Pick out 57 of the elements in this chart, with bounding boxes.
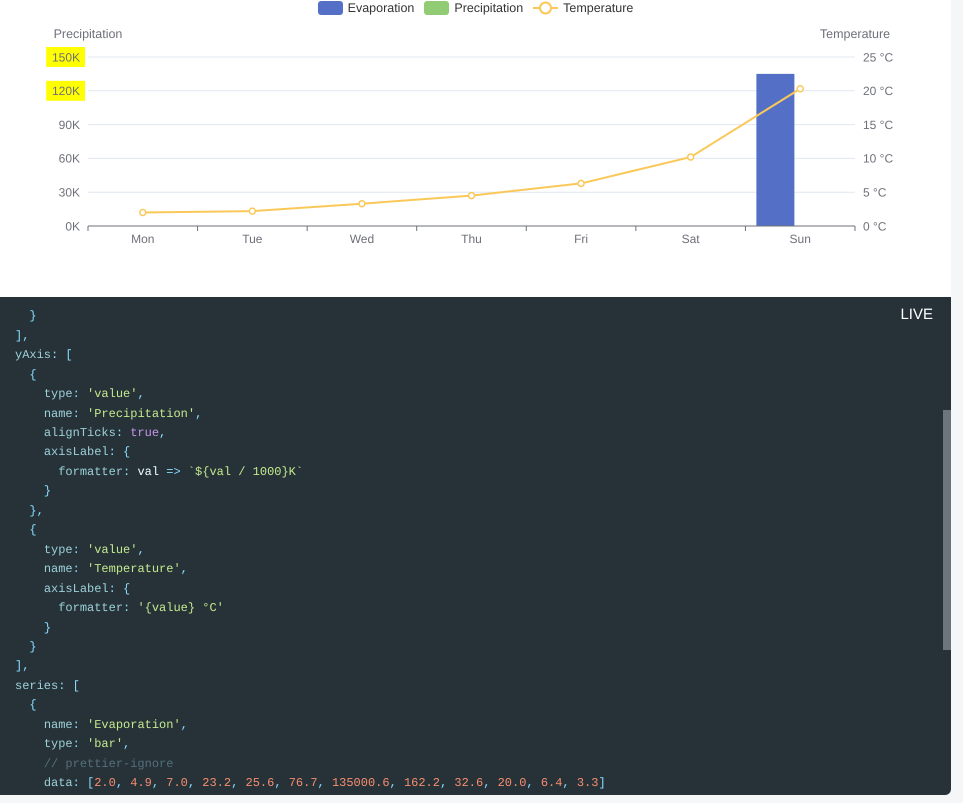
text: { xyxy=(29,523,37,538)
y2-tick-label: 25 °C xyxy=(863,50,894,64)
text: }, xyxy=(29,504,44,518)
legend-label: Precipitation xyxy=(454,1,524,15)
point xyxy=(796,85,804,93)
text: // prettier-ignore xyxy=(44,756,174,771)
y-tick-label: 90K xyxy=(58,118,80,132)
text: } xyxy=(29,309,37,324)
text: name: 'Temperature', xyxy=(44,562,188,576)
y-tick-label: 60K xyxy=(58,152,80,166)
y-axis-title: Precipitation xyxy=(52,26,124,42)
y2-tick-label: 5 °C xyxy=(863,185,887,200)
text: } xyxy=(44,484,52,498)
x-tick-label: Tue xyxy=(242,232,263,246)
text: { xyxy=(29,368,37,382)
x-tick-label: Sun xyxy=(790,232,811,246)
text: axisLabel: { xyxy=(44,582,130,596)
y2-tick-label: 20 °C xyxy=(863,84,894,98)
text: } xyxy=(29,640,37,654)
text: alignTicks: true, xyxy=(44,426,166,440)
point xyxy=(248,207,256,215)
x-tick-label: Sat xyxy=(682,232,700,246)
text: data: [2.0, 4.9, 7.0, 23.2, 25.6, 76.7, 135000.6, 162.2, 32.6, 20.0, 6.4, 3.3] xyxy=(44,776,606,790)
y-tick-label: 120K xyxy=(52,84,80,98)
text: type: 'value', xyxy=(44,542,145,557)
y2-axis-title: Temperature xyxy=(818,26,892,42)
text: type: 'bar', xyxy=(44,737,130,752)
point xyxy=(358,200,366,208)
y-tick-label: 0K xyxy=(65,219,80,234)
text: yAxis: [ xyxy=(15,348,73,362)
text: name: 'Evaporation', xyxy=(44,718,188,732)
point xyxy=(139,208,147,216)
text: name: 'Precipitation', xyxy=(44,406,202,421)
y-tick-label: 150K xyxy=(52,50,80,64)
text: formatter: val => `${val / 1000}K` xyxy=(58,464,304,479)
text: LIVE xyxy=(900,306,933,324)
y2-tick-label: 0 °C xyxy=(863,219,887,234)
text: type: 'value', xyxy=(44,387,145,402)
x-tick-label: Mon xyxy=(131,232,154,246)
x-tick-label: Wed xyxy=(350,232,374,246)
text: ], xyxy=(15,328,30,343)
text: formatter: '{value} °C' xyxy=(58,601,224,616)
text: ], xyxy=(15,659,30,674)
text: { xyxy=(29,698,37,712)
point xyxy=(468,192,476,200)
text: } xyxy=(44,620,52,635)
point xyxy=(686,153,694,161)
y2-tick-label: 15 °C xyxy=(863,118,894,132)
x-tick-label: Thu xyxy=(461,232,482,246)
y2-tick-label: 10 °C xyxy=(863,152,894,166)
text: series: [ xyxy=(15,678,80,693)
point xyxy=(577,180,585,188)
legend-label: Evaporation xyxy=(348,1,414,15)
text: axisLabel: { xyxy=(44,445,130,460)
legend-label: Temperature xyxy=(563,1,634,15)
x-tick-label: Fri xyxy=(574,232,588,246)
y-tick-label: 30K xyxy=(58,185,80,200)
